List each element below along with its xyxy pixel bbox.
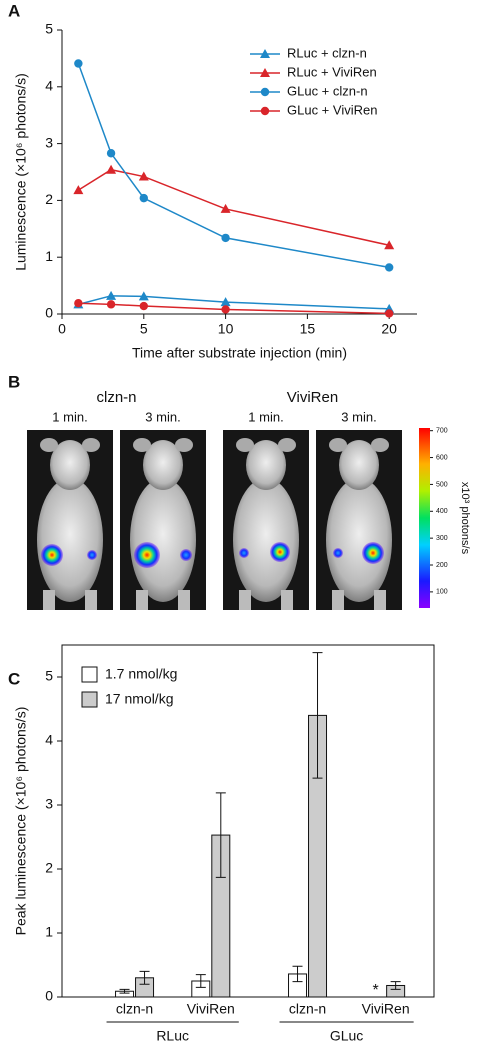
marker [138,291,149,301]
marker [384,309,394,318]
y-tick-label: 3 [45,134,53,150]
marker [221,305,230,314]
x-tick-label: 15 [300,321,316,337]
colorbar-tick-label: 300 [436,535,448,542]
marker [106,149,116,158]
x-tick-label: ViviRen [362,1001,410,1017]
legend-swatch [81,666,98,683]
legend-label: RLuc + clzn-n [287,45,367,60]
marker [106,164,117,174]
colorbar-tick-label: 100 [436,589,448,596]
x-tick-label: clzn-n [289,1001,326,1017]
time-label: 1 min. [248,409,283,424]
colorbar-label: x10³ photons/s [459,482,471,555]
marker [106,300,116,309]
series-line [78,302,390,315]
marker [106,290,117,300]
x-tick-label: 0 [58,321,66,337]
colorbar-tick-label: 500 [436,481,448,488]
colorbar-tick-label: 700 [436,428,448,435]
marker [384,263,394,272]
y-tick-label: 2 [45,191,53,207]
y-tick-label: 0 [45,988,53,1004]
time-label: 3 min. [341,409,376,424]
error-bar [292,965,303,983]
error-bar [215,792,226,878]
marker [74,299,83,308]
colorbar-tick-label: 600 [436,454,448,461]
series-line [77,168,390,247]
y-tick-label: 3 [45,796,53,812]
marker [138,171,149,181]
legend-label: RLuc + ViviRen [287,64,377,79]
marker [384,240,395,250]
plot-frame [61,644,435,998]
marker [220,203,231,213]
y-tick-label: 4 [45,78,53,94]
marker [139,193,148,203]
error-bar [312,652,323,779]
error-bar [139,970,150,985]
x-tick-label: 10 [218,321,234,337]
group-label: GLuc [330,1028,363,1044]
marker [139,301,148,311]
y-tick-label: 1 [45,924,53,940]
missing-marker: * [373,982,379,999]
y-tick-label: 0 [45,305,53,321]
series-line [78,295,390,310]
marker [221,233,230,243]
y-tick-label: 4 [45,732,53,748]
colorbar-tick-label: 400 [436,508,448,515]
time-label: 3 min. [145,409,180,424]
x-tick-label: ViviRen [187,1001,235,1017]
marker [260,106,270,116]
colorbar-tick-label: 200 [436,562,448,569]
error-bar [195,974,206,988]
legend-swatch [81,691,98,708]
y-tick-label: 1 [45,248,53,264]
marker [260,49,270,58]
y-tick-label: 5 [45,21,53,37]
marker [74,59,83,68]
x-tick-label: 20 [381,321,397,337]
panel-label: A [8,1,20,20]
group-label: RLuc [156,1028,189,1044]
x-tick-label: 5 [140,321,148,337]
legend-label: 17 nmol/kg [105,691,173,707]
marker [260,68,270,77]
legend-label: GLuc + clzn-n [287,83,368,98]
marker [73,185,84,195]
error-bar [390,981,401,990]
x-tick-label: clzn-n [116,1001,153,1017]
error-bar [119,988,130,994]
y-tick-label: 2 [45,860,53,876]
legend-label: GLuc + ViviRen [287,102,377,117]
time-label: 1 min. [52,409,87,424]
marker [260,87,270,97]
marker [220,297,231,307]
group-title: clzn-n [96,389,136,406]
panel-label: B [8,372,20,391]
group-title: ViviRen [287,389,338,406]
y-axis-label: Luminescence (×10⁶ photons/s) [13,73,29,271]
panel-label: C [8,669,20,688]
y-axis-label: Peak luminescence (×10⁶ photons/s) [13,707,29,936]
x-axis-label: Time after substrate injection (min) [132,345,347,361]
legend-label: 1.7 nmol/kg [105,666,177,682]
y-tick-label: 5 [45,668,53,684]
